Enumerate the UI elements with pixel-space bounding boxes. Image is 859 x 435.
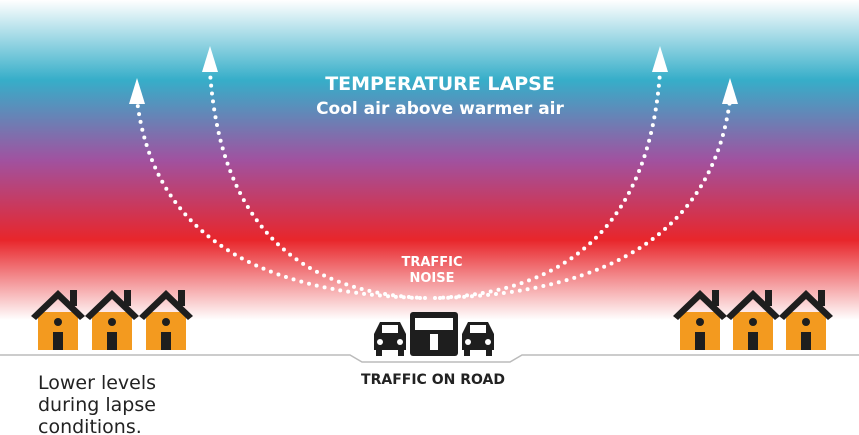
caption: conditions. [38,416,142,435]
title: TEMPERATURE LAPSE [325,73,555,95]
source-label: TRAFFIC [401,255,462,270]
subtitle: Cool air above warmer air [316,99,564,119]
diagram: TEMPERATURE LAPSE Cool air above warmer … [0,0,859,435]
caption: Lower levels [38,372,156,394]
road-label: TRAFFIC ON ROAD [361,372,505,388]
road [0,355,859,362]
caption: during lapse [38,394,156,416]
source-label: NOISE [409,271,454,286]
